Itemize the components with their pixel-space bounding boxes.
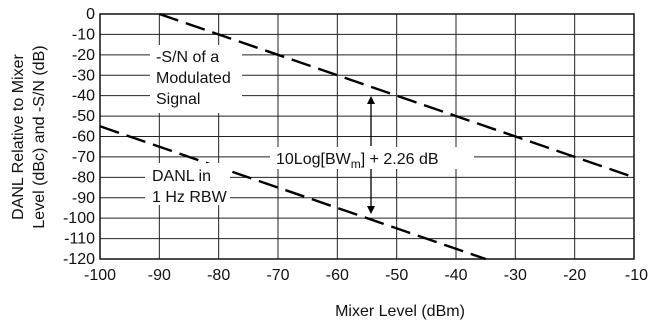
y-tick-label: -80 [72, 169, 95, 186]
y-tick-label: -40 [72, 88, 95, 105]
y-tick-label: -10 [72, 26, 95, 43]
y-tick-label: -20 [72, 47, 95, 64]
series-line-2 [99, 125, 487, 261]
annotation-signal-line-1: -S/N of a [156, 49, 219, 66]
y-tick-label: 0 [86, 6, 95, 23]
annotation-offset-bg [270, 147, 474, 169]
annotation-offset-suffix: ] + 2.26 dB [361, 151, 439, 168]
x-tick-label: -10 [625, 267, 648, 284]
annotation-danl-bg [145, 163, 230, 205]
offset-arrow-down-head [367, 206, 375, 214]
x-tick-label: -80 [207, 267, 230, 284]
y-tick-label: -110 [64, 231, 95, 248]
series-layer [99, 12, 635, 261]
annotation-signal-line-3: Signal [156, 91, 200, 108]
y-tick-label: -120 [63, 251, 95, 268]
annotation-offset-text: 10Log[BWm] + 2.26 dB [276, 151, 439, 171]
x-axis-title: Mixer Level (dBm) [335, 303, 465, 320]
y-tick-label: -100 [63, 210, 95, 227]
x-tick-label: -100 [84, 267, 116, 284]
x-tick-label: -90 [148, 267, 171, 284]
y-tick-label: -90 [72, 190, 95, 207]
x-tick-label: -60 [326, 267, 349, 284]
y-axis-title-line-1: DANL Relative to Mixer [10, 53, 27, 219]
offset-arrow-up-head [367, 96, 375, 104]
annotation-offset-prefix: 10Log[BW [276, 151, 352, 168]
grid [99, 13, 635, 260]
annotation-signal: -S/N of a Modulated Signal [150, 45, 242, 113]
y-tick-label: -60 [72, 129, 95, 146]
x-tick-label: -50 [385, 267, 408, 284]
annotation-offset: 10Log[BWm] + 2.26 dB [270, 147, 474, 171]
x-tick-label: -70 [266, 267, 289, 284]
y-tick-label: -50 [72, 108, 95, 125]
annotation-offset-sub: m [351, 157, 361, 171]
y-tick-label: -30 [72, 67, 95, 84]
y-axis-title-line-2: Level (dBc) and -S/N (dB) [31, 45, 48, 228]
x-tick-label: -20 [563, 267, 586, 284]
tick-labels: 0 -10 -20 -30 -40 -50 -60 -70 -80 -90 -100 -110 -120… [63, 6, 648, 284]
annotation-signal-bg [150, 45, 242, 113]
annotation-danl-line-1: DANL in [152, 168, 211, 185]
annotation-danl-line-2: 1 Hz RBW [152, 189, 228, 206]
x-tick-label: -30 [504, 267, 527, 284]
offset-arrows [367, 96, 375, 214]
annotation-danl: DANL in 1 Hz RBW [145, 163, 230, 206]
x-tick-label: -40 [444, 267, 467, 284]
annotation-signal-line-2: Modulated [156, 70, 231, 87]
plot-frame [99, 13, 635, 260]
y-tick-label: -70 [72, 149, 95, 166]
